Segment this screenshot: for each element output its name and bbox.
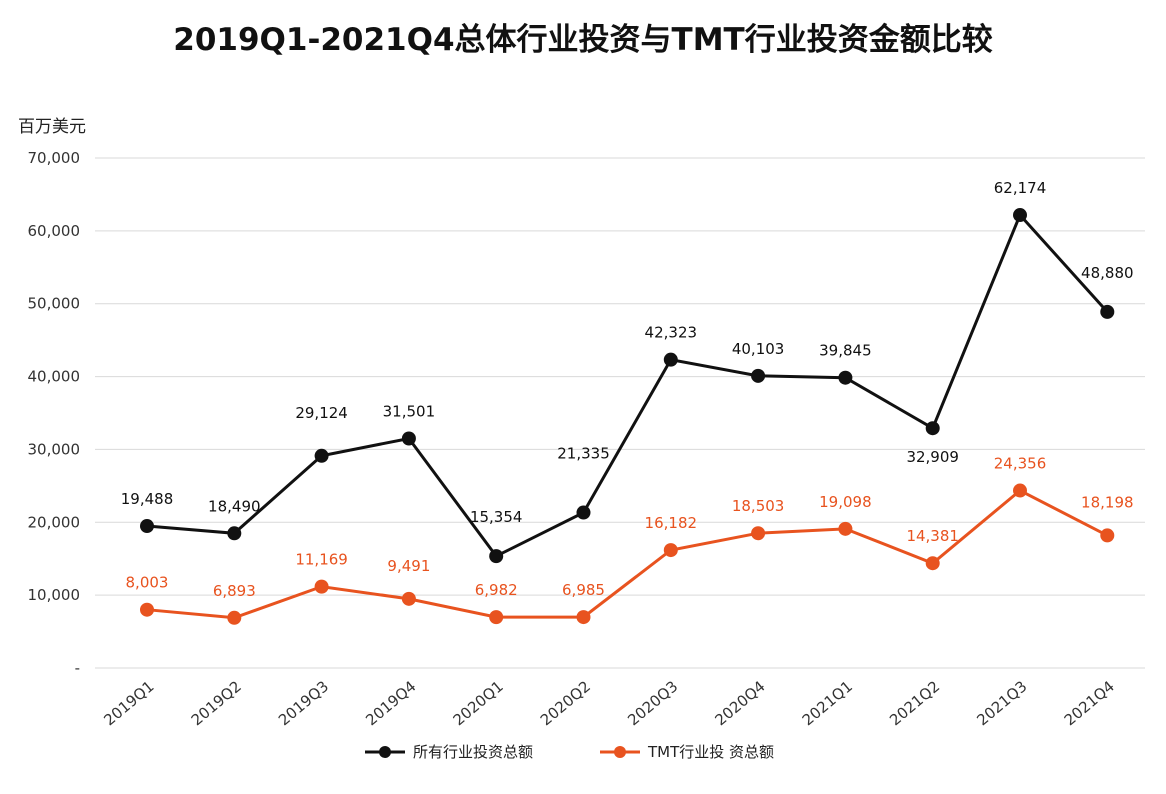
series-layer: 19,488 18,490 29,124 31,501 15,354 21,335 42,3… — [121, 179, 1134, 625]
y-tick-label: 60,000 — [28, 222, 81, 240]
x-tick-label: 2021Q2 — [886, 677, 943, 729]
y-tick-label: 40,000 — [28, 368, 81, 386]
x-tick-label: 2020Q4 — [711, 677, 768, 729]
x-tick-label: 2020Q1 — [450, 677, 507, 729]
legend-swatch-marker — [614, 746, 626, 758]
data-point — [925, 556, 940, 571]
data-label: 42,323 — [645, 324, 698, 342]
series-tmt: 8,003 6,893 11,169 9,491 6,982 6,985 16,182 18,… — [126, 455, 1134, 625]
data-label: 11,169 — [295, 551, 348, 569]
data-label: 6,893 — [213, 582, 256, 600]
data-label: 16,182 — [645, 514, 698, 532]
legend-item: TMT行业投 资总额 — [600, 743, 774, 761]
data-label: 8,003 — [126, 574, 169, 592]
data-label: 19,098 — [819, 493, 872, 511]
data-point — [140, 519, 154, 534]
data-point — [663, 543, 678, 558]
data-label: 48,880 — [1081, 264, 1134, 282]
y-tick-label: 10,000 — [28, 586, 81, 604]
x-tick-label: 2021Q4 — [1061, 677, 1118, 729]
data-point — [751, 526, 766, 541]
legend-label: 所有行业投资总额 — [413, 743, 533, 761]
data-point — [663, 352, 678, 367]
data-point — [227, 610, 242, 625]
data-point — [925, 421, 940, 436]
data-label: 32,909 — [906, 448, 959, 466]
data-label: 14,381 — [906, 527, 959, 545]
data-label: 18,490 — [208, 497, 261, 515]
series-line — [146, 488, 1108, 620]
data-point — [576, 610, 591, 625]
data-label: 18,503 — [732, 497, 785, 515]
y-tick-label: 50,000 — [28, 295, 81, 313]
data-point — [401, 431, 416, 446]
x-tick-label: 2021Q1 — [799, 677, 856, 729]
x-tick-label: 2019Q4 — [362, 677, 419, 729]
data-label: 29,124 — [295, 404, 348, 422]
legend-label: TMT行业投 资总额 — [647, 743, 774, 761]
data-label: 15,354 — [470, 508, 523, 526]
x-axis-ticks: 2019Q1 2019Q2 2019Q3 2019Q4 2020Q1 2020Q2 2020… — [100, 677, 1117, 729]
data-point — [751, 368, 766, 383]
data-label: 24,356 — [994, 455, 1047, 473]
data-point — [314, 579, 329, 594]
data-point — [1013, 208, 1027, 223]
data-point — [140, 602, 154, 617]
data-label: 6,982 — [475, 581, 518, 599]
y-tick-label: 20,000 — [28, 513, 81, 531]
x-tick-label: 2019Q1 — [100, 677, 157, 729]
data-label: 18,198 — [1081, 493, 1134, 511]
data-label: 31,501 — [383, 402, 436, 420]
y-tick-label: 70,000 — [28, 149, 81, 167]
x-tick-label: 2020Q3 — [624, 677, 681, 729]
y-tick-label: 30,000 — [28, 440, 81, 458]
legend: 所有行业投资总额 TMT行业投 资总额 — [365, 743, 774, 761]
data-point — [838, 370, 853, 385]
x-tick-label: 2019Q2 — [188, 677, 245, 729]
data-point — [401, 591, 416, 606]
legend-swatch-marker — [379, 746, 391, 758]
data-label: 62,174 — [994, 179, 1047, 197]
data-point — [489, 549, 504, 564]
data-label: 6,985 — [562, 581, 605, 599]
data-point — [838, 521, 853, 536]
data-point — [1100, 528, 1115, 543]
series-line — [146, 212, 1109, 559]
data-point — [576, 505, 591, 520]
data-label: 40,103 — [732, 340, 785, 358]
legend-item: 所有行业投资总额 — [365, 743, 533, 761]
y-axis-ticks: - 10,000 20,000 30,000 40,000 50,000 60,000 70,… — [28, 149, 81, 677]
grid-layer — [95, 157, 1145, 669]
x-tick-label: 2019Q3 — [275, 677, 332, 729]
data-point — [1100, 304, 1115, 319]
chart-title: 2019Q1-2021Q4总体行业投资与TMT行业投资金额比较 — [173, 22, 993, 58]
data-label: 21,335 — [557, 445, 610, 463]
data-label: 39,845 — [819, 342, 872, 360]
x-tick-label: 2020Q2 — [537, 677, 594, 729]
data-point — [489, 610, 504, 625]
data-label: 19,488 — [121, 490, 174, 508]
series-all-industries: 19,488 18,490 29,124 31,501 15,354 21,335 42,3… — [121, 179, 1134, 564]
data-point — [1013, 483, 1027, 498]
x-tick-label: 2021Q3 — [973, 677, 1030, 729]
data-point — [314, 448, 329, 463]
y-axis-unit-label: 百万美元 — [18, 117, 86, 137]
data-point — [227, 526, 242, 541]
data-label: 9,491 — [387, 557, 430, 575]
y-tick-label: - — [75, 659, 80, 677]
